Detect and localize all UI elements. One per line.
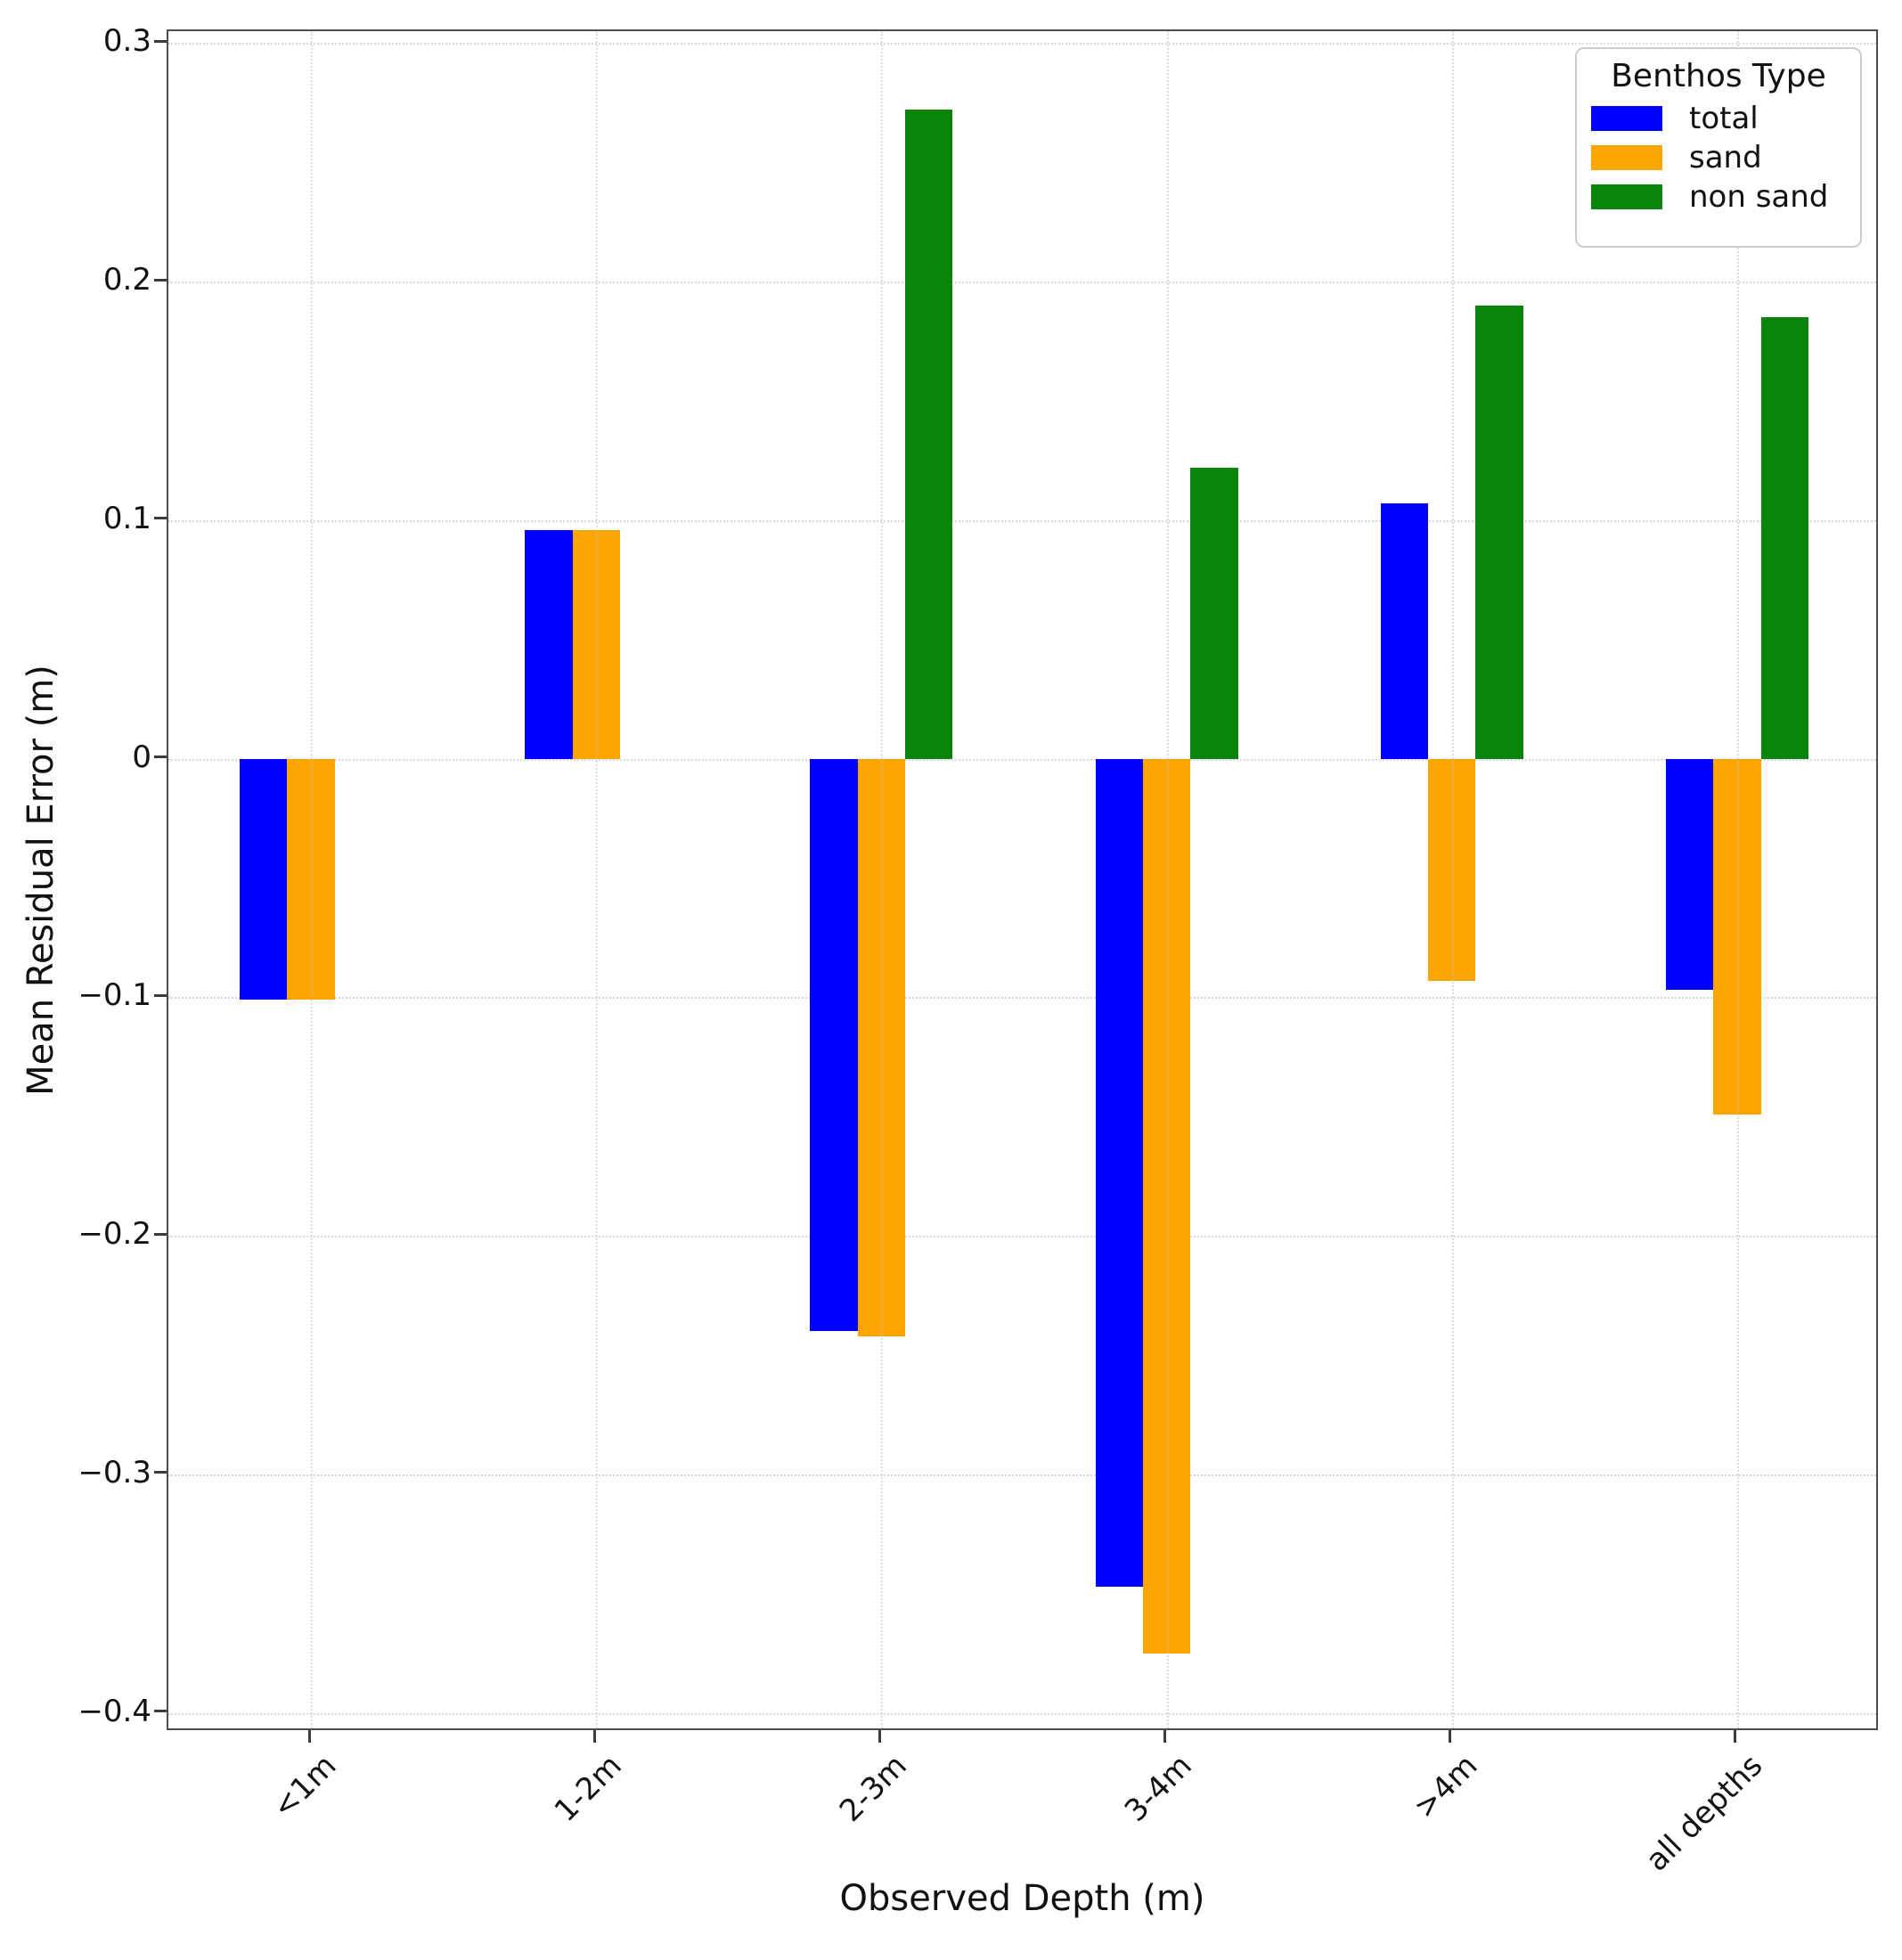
y-axis-title: Mean Residual Error (m) bbox=[20, 665, 61, 1096]
y-tick-label: −0.2 bbox=[78, 1216, 151, 1253]
legend-item-sand: sand bbox=[1591, 140, 1860, 176]
legend-title: Benthos Type bbox=[1611, 58, 1826, 94]
gridline-y-0-3 bbox=[168, 1474, 1876, 1476]
x-tick-label-3-4m: 3-4m bbox=[1117, 1747, 1199, 1829]
gridline-y-0-1 bbox=[168, 519, 1876, 522]
bar-total-all-depths bbox=[1665, 758, 1714, 991]
y-tick-label: 0.1 bbox=[102, 500, 151, 536]
x-tick-mark bbox=[592, 1730, 596, 1743]
gridline-x-3-4m bbox=[1166, 31, 1169, 1728]
gridline-x-1-2m bbox=[596, 31, 599, 1728]
bar-non-sand-4m bbox=[1475, 305, 1523, 759]
legend-item-label: total bbox=[1689, 101, 1759, 136]
gridline-x-all-depths bbox=[1736, 31, 1739, 1728]
x-tick-label-2-3m: 2-3m bbox=[832, 1747, 914, 1829]
bar-sand-3-4m bbox=[1142, 758, 1191, 1654]
x-tick-mark bbox=[878, 1730, 881, 1743]
bar-non-sand-all-depths bbox=[1760, 317, 1808, 759]
y-tick-mark bbox=[154, 39, 167, 43]
bar-total-3-4m bbox=[1095, 758, 1143, 1587]
y-tick-mark bbox=[154, 1471, 167, 1474]
legend: Benthos Type total sand non sand bbox=[1575, 47, 1862, 248]
gridline-y-0-4 bbox=[168, 1712, 1876, 1715]
y-tick-mark bbox=[154, 1710, 167, 1713]
x-tick-mark bbox=[1734, 1730, 1737, 1743]
bar-total-1m bbox=[240, 758, 288, 1000]
gridline-x-4m bbox=[1451, 31, 1454, 1728]
x-tick-label-1m: <1m bbox=[265, 1747, 344, 1826]
gridline-x-1m bbox=[311, 31, 314, 1728]
y-tick-mark bbox=[154, 755, 167, 759]
y-tick-label: 0 bbox=[132, 739, 151, 775]
gridline-y-0-1 bbox=[168, 997, 1876, 1000]
y-tick-label: −0.3 bbox=[78, 1454, 151, 1490]
total-swatch-icon bbox=[1591, 106, 1662, 131]
bar-non-sand-2-3m bbox=[905, 110, 953, 759]
legend-item-non-sand: non sand bbox=[1591, 179, 1860, 215]
bar-sand-4m bbox=[1428, 758, 1476, 981]
x-tick-label-1-2m: 1-2m bbox=[547, 1747, 629, 1829]
bar-total-1-2m bbox=[525, 529, 573, 759]
x-axis-title: Observed Depth (m) bbox=[839, 1878, 1205, 1919]
plot-area bbox=[167, 29, 1878, 1730]
gridline-y-0-3 bbox=[168, 43, 1876, 45]
gridline-x-2-3m bbox=[881, 31, 884, 1728]
gridline-y-0-2 bbox=[168, 1236, 1876, 1238]
legend-item-label: non sand bbox=[1689, 179, 1829, 215]
bar-total-4m bbox=[1380, 503, 1429, 759]
gridline-y-0-2 bbox=[168, 282, 1876, 284]
x-tick-mark bbox=[1449, 1730, 1452, 1743]
gridline-y-0 bbox=[168, 758, 1876, 761]
x-tick-label-4m: >4m bbox=[1406, 1747, 1484, 1826]
bar-sand-1m bbox=[287, 758, 335, 1000]
y-tick-mark bbox=[154, 517, 167, 520]
y-tick-label: 0.3 bbox=[102, 23, 151, 60]
y-tick-label: 0.2 bbox=[102, 262, 151, 298]
y-tick-label: −0.1 bbox=[78, 977, 151, 1014]
y-tick-mark bbox=[154, 993, 167, 997]
y-tick-label: −0.4 bbox=[78, 1693, 151, 1729]
y-tick-mark bbox=[154, 278, 167, 282]
legend-item-label: sand bbox=[1689, 140, 1762, 176]
x-tick-mark bbox=[1163, 1730, 1167, 1743]
x-tick-mark bbox=[307, 1730, 311, 1743]
legend-item-total: total bbox=[1591, 101, 1860, 136]
y-tick-mark bbox=[154, 1232, 167, 1236]
bar-sand-1-2m bbox=[572, 529, 620, 759]
x-tick-label-all-depths: all depths bbox=[1638, 1747, 1770, 1879]
bar-non-sand-3-4m bbox=[1190, 467, 1238, 759]
non-sand-swatch-icon bbox=[1591, 184, 1662, 209]
sand-swatch-icon bbox=[1591, 145, 1662, 170]
bar-total-2-3m bbox=[810, 758, 858, 1332]
